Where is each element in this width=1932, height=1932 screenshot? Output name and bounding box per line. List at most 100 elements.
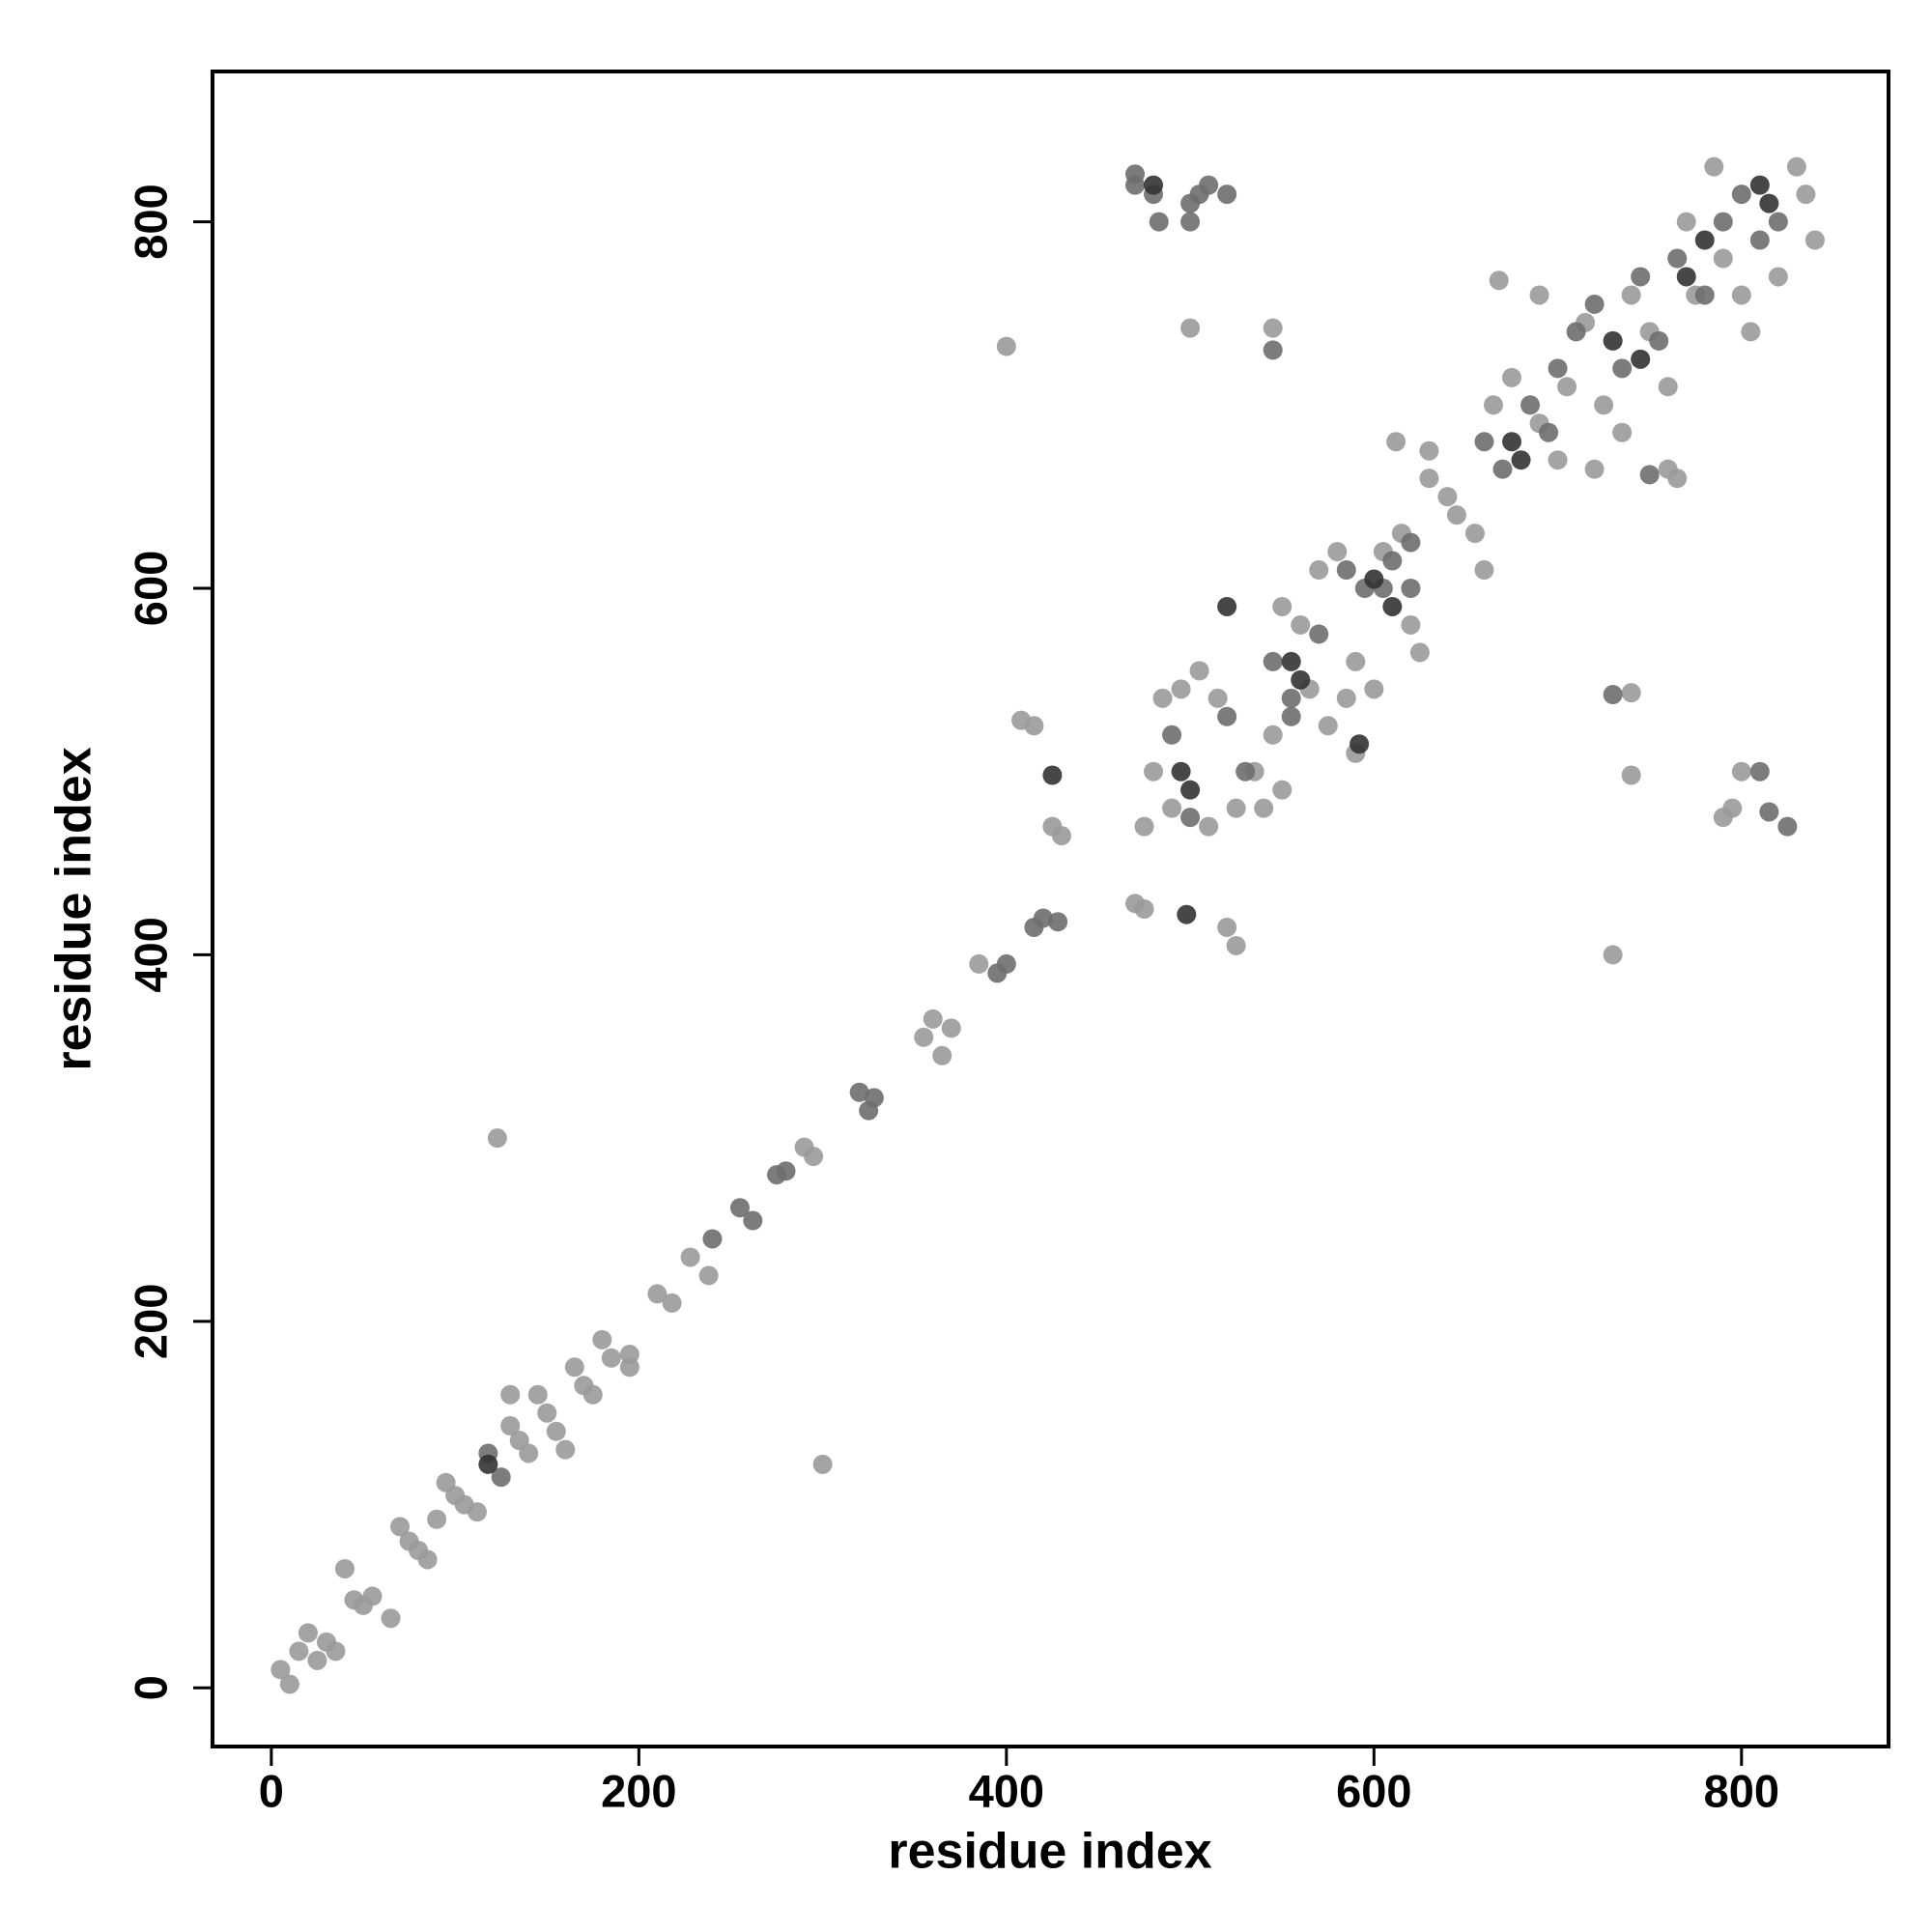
point bbox=[1584, 294, 1605, 314]
point bbox=[680, 1247, 700, 1267]
point bbox=[1741, 322, 1761, 342]
point bbox=[1539, 422, 1559, 442]
point bbox=[1731, 761, 1751, 781]
point bbox=[1180, 318, 1201, 338]
point bbox=[1621, 765, 1641, 785]
x-tick-label: 600 bbox=[1336, 1765, 1411, 1816]
point bbox=[1796, 185, 1816, 205]
point bbox=[1171, 761, 1191, 781]
point bbox=[1631, 267, 1651, 287]
point bbox=[1603, 330, 1623, 351]
point bbox=[1386, 432, 1406, 452]
point bbox=[1199, 816, 1219, 837]
point bbox=[1226, 798, 1246, 818]
point bbox=[527, 1384, 548, 1405]
point bbox=[1272, 596, 1293, 616]
point bbox=[698, 1265, 719, 1286]
point bbox=[1281, 706, 1301, 726]
point bbox=[1713, 212, 1733, 232]
point bbox=[1584, 459, 1605, 479]
point bbox=[1749, 175, 1770, 195]
point bbox=[1263, 340, 1283, 360]
point bbox=[996, 336, 1016, 356]
point bbox=[1437, 487, 1458, 507]
point bbox=[1713, 248, 1733, 269]
point bbox=[1557, 377, 1577, 397]
point bbox=[1318, 716, 1338, 736]
point bbox=[307, 1650, 327, 1670]
point bbox=[859, 1100, 879, 1121]
point bbox=[1768, 212, 1788, 232]
point bbox=[1382, 596, 1403, 616]
point bbox=[1401, 614, 1421, 635]
point bbox=[1281, 651, 1301, 671]
point bbox=[467, 1502, 487, 1522]
point bbox=[1639, 465, 1660, 485]
point bbox=[1024, 716, 1044, 736]
point bbox=[592, 1329, 612, 1350]
point bbox=[619, 1357, 639, 1378]
point bbox=[1446, 505, 1466, 526]
point bbox=[1694, 285, 1715, 305]
point bbox=[1346, 651, 1366, 671]
point bbox=[334, 1558, 355, 1578]
y-axis-title: residue index bbox=[46, 747, 102, 1070]
x-tick-label: 400 bbox=[969, 1765, 1044, 1816]
point bbox=[812, 1454, 833, 1474]
point bbox=[1649, 330, 1669, 351]
point bbox=[969, 953, 989, 974]
point bbox=[564, 1357, 584, 1378]
point bbox=[932, 1045, 952, 1065]
point bbox=[289, 1641, 309, 1662]
point bbox=[1713, 808, 1733, 828]
point bbox=[1548, 450, 1568, 470]
point bbox=[1125, 175, 1146, 195]
point bbox=[390, 1517, 411, 1537]
point bbox=[1603, 685, 1623, 705]
point bbox=[1786, 156, 1806, 177]
point bbox=[1042, 765, 1063, 785]
point bbox=[1621, 683, 1641, 703]
point bbox=[1777, 816, 1798, 837]
x-tick-label: 0 bbox=[259, 1765, 284, 1816]
point bbox=[279, 1674, 299, 1694]
point bbox=[1291, 614, 1311, 635]
x-tick-label: 800 bbox=[1704, 1765, 1779, 1816]
point bbox=[417, 1549, 438, 1570]
point bbox=[1676, 212, 1696, 232]
y-tick-label: 800 bbox=[125, 184, 176, 259]
point bbox=[1134, 816, 1154, 837]
point bbox=[1144, 175, 1164, 195]
y-tick-label: 400 bbox=[125, 917, 176, 992]
point bbox=[1336, 560, 1356, 581]
point bbox=[601, 1348, 621, 1368]
point bbox=[1364, 569, 1384, 589]
point bbox=[1667, 469, 1688, 489]
point bbox=[1226, 935, 1246, 955]
point bbox=[500, 1384, 521, 1405]
point bbox=[1502, 367, 1522, 387]
point bbox=[270, 1660, 291, 1680]
point bbox=[1309, 560, 1329, 581]
point bbox=[1236, 761, 1256, 781]
point bbox=[1350, 734, 1370, 754]
point bbox=[1483, 395, 1503, 415]
point bbox=[1189, 185, 1209, 205]
point bbox=[1051, 826, 1071, 846]
point bbox=[1520, 395, 1541, 415]
point bbox=[1162, 724, 1182, 745]
point bbox=[1254, 798, 1274, 818]
point bbox=[647, 1284, 668, 1304]
y-tick-label: 200 bbox=[125, 1284, 176, 1359]
point bbox=[1612, 422, 1633, 442]
point bbox=[1464, 524, 1485, 544]
point bbox=[1768, 267, 1788, 287]
point bbox=[1144, 761, 1164, 781]
point bbox=[702, 1229, 723, 1249]
point bbox=[1658, 377, 1678, 397]
point bbox=[1180, 780, 1201, 800]
point bbox=[1804, 230, 1825, 250]
point bbox=[298, 1623, 318, 1643]
point bbox=[491, 1467, 511, 1488]
point bbox=[1217, 596, 1237, 616]
